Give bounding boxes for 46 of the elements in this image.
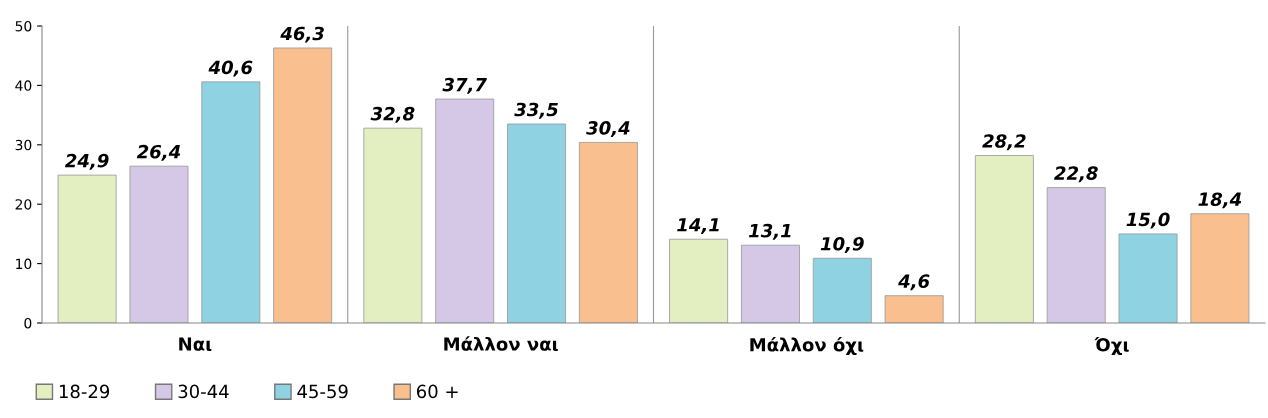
y-tick-label: 40 bbox=[15, 80, 32, 91]
data-label: 33,5 bbox=[514, 102, 558, 119]
bar bbox=[669, 238, 729, 323]
bar bbox=[740, 244, 800, 323]
x-tick-label: Μάλλον ναι bbox=[444, 336, 558, 351]
bar bbox=[273, 47, 333, 323]
bar bbox=[1190, 213, 1250, 323]
data-label: 30,4 bbox=[586, 121, 630, 138]
x-tick-label: Ναι bbox=[179, 337, 212, 351]
data-label: 37,7 bbox=[442, 77, 487, 94]
data-label: 22,8 bbox=[1054, 166, 1098, 183]
data-label: 13,1 bbox=[748, 223, 791, 240]
data-label: 46,3 bbox=[280, 26, 324, 43]
bar bbox=[363, 127, 423, 323]
bar bbox=[884, 295, 944, 323]
bar bbox=[578, 142, 638, 323]
data-label: 24,9 bbox=[64, 153, 109, 170]
bar bbox=[1046, 187, 1106, 323]
data-label: 28,2 bbox=[982, 134, 1026, 151]
data-label: 14,1 bbox=[677, 218, 719, 234]
data-label: 26,4 bbox=[136, 144, 181, 161]
y-tick-label: 0 bbox=[24, 317, 32, 329]
y-tick-label: 20 bbox=[15, 199, 32, 210]
y-tick-label: 10 bbox=[16, 258, 32, 270]
data-label: 40,6 bbox=[208, 60, 253, 77]
y-tick-label: 50 bbox=[15, 20, 32, 32]
data-label: 32,8 bbox=[370, 106, 415, 123]
bar bbox=[57, 174, 117, 323]
bar bbox=[974, 155, 1034, 323]
bar bbox=[1118, 233, 1178, 323]
data-label: 4,6 bbox=[898, 274, 930, 291]
legend-label: 18-29 bbox=[59, 384, 110, 399]
legend-label: 30-44 bbox=[178, 384, 229, 399]
data-label: 18,4 bbox=[1198, 192, 1242, 209]
x-tick-label: Όχι bbox=[1094, 336, 1129, 356]
bar bbox=[812, 257, 872, 323]
bar bbox=[507, 123, 567, 323]
bar bbox=[435, 98, 495, 323]
x-tick-label: Μάλλον όχι bbox=[750, 336, 864, 356]
bar bbox=[129, 165, 189, 323]
legend-label: 45-59 bbox=[297, 384, 348, 399]
data-label: 10,9 bbox=[820, 236, 864, 253]
data-label: 15,0 bbox=[1126, 212, 1170, 229]
bar bbox=[201, 81, 261, 323]
y-tick-label: 30 bbox=[15, 139, 32, 151]
legend-label: 60 + bbox=[416, 384, 458, 399]
